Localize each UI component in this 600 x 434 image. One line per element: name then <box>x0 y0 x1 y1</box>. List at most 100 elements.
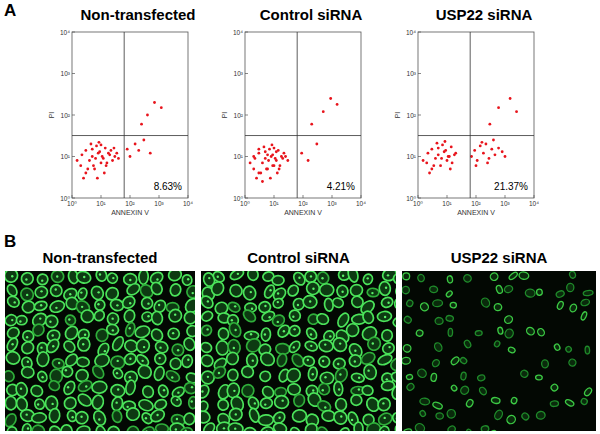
cell <box>406 382 416 391</box>
plot-area <box>245 32 361 198</box>
quadrant-line-y <box>418 135 534 136</box>
cell-spot <box>322 360 324 362</box>
event-point <box>444 149 447 152</box>
cell <box>149 327 164 343</box>
event-point <box>307 159 310 162</box>
cell <box>105 323 120 337</box>
cell <box>459 385 470 396</box>
event-point <box>515 110 518 113</box>
cell <box>136 363 154 381</box>
cell <box>258 350 277 368</box>
cell-spot <box>25 278 27 280</box>
cell <box>184 311 195 324</box>
cell-spot <box>171 376 173 378</box>
cell-spot <box>201 390 203 392</box>
cell <box>337 426 351 431</box>
event-point <box>280 155 283 158</box>
image-background <box>5 271 195 431</box>
cell <box>481 425 489 431</box>
cell-spot <box>337 363 339 365</box>
event-point <box>264 157 267 160</box>
cell-spot <box>163 389 165 391</box>
cell-spot <box>85 385 87 387</box>
cell <box>287 308 302 323</box>
cell <box>354 422 363 431</box>
cell <box>22 423 32 431</box>
x-tick-label: 10² <box>298 200 308 207</box>
cell-spot <box>218 372 220 374</box>
event-point <box>160 106 163 109</box>
event-point <box>497 147 500 150</box>
image-title: Control siRNA <box>247 249 350 266</box>
cell <box>393 295 396 312</box>
cell <box>462 273 472 283</box>
cell <box>92 409 108 427</box>
cell <box>141 384 155 399</box>
cell-spot <box>80 416 82 418</box>
event-point <box>479 145 482 148</box>
event-point <box>439 164 442 167</box>
event-point <box>276 172 279 175</box>
cell <box>89 284 105 301</box>
y-tick-label: 10¹ <box>234 153 244 160</box>
cell-spot <box>338 388 340 390</box>
event-point <box>261 162 264 165</box>
y-axis-label: PI <box>48 112 55 119</box>
cell <box>503 284 513 293</box>
cell-spot <box>310 275 312 277</box>
cell-spot <box>39 317 41 319</box>
event-point <box>134 143 137 146</box>
cell <box>21 366 34 378</box>
event-point <box>82 177 85 180</box>
quadrant-line-x <box>470 32 471 198</box>
cell <box>583 290 593 296</box>
cell <box>536 289 542 296</box>
cell <box>228 422 244 431</box>
cell-spot <box>112 277 114 279</box>
cell <box>431 358 441 368</box>
x-tick <box>159 195 160 198</box>
y-tick-label: 10² <box>234 112 244 119</box>
y-tick <box>245 115 248 116</box>
cell <box>261 328 271 342</box>
cell <box>164 368 181 383</box>
cell <box>391 411 396 426</box>
background <box>0 0 600 434</box>
event-point <box>90 143 93 146</box>
cell <box>450 356 460 366</box>
cell <box>211 364 228 380</box>
event-point <box>146 114 149 117</box>
cell <box>201 383 211 400</box>
event-point <box>476 159 479 162</box>
cell <box>564 398 574 407</box>
cell <box>465 398 474 408</box>
cell <box>276 353 288 368</box>
event-point <box>427 152 430 155</box>
event-point <box>268 148 271 151</box>
cell-spot <box>40 304 42 306</box>
cell <box>75 271 92 285</box>
cell-spot <box>177 391 179 393</box>
cell <box>149 407 167 424</box>
cell-spot <box>233 390 235 392</box>
cell <box>31 424 46 431</box>
cell <box>49 271 66 285</box>
y-tick <box>72 115 75 116</box>
cell <box>5 283 19 298</box>
image-background <box>402 271 596 431</box>
y-tick <box>72 32 75 33</box>
cell-spot <box>129 327 131 329</box>
cell <box>125 281 142 297</box>
cell-spot <box>354 349 356 351</box>
cell-spot <box>84 334 86 336</box>
cell-spot <box>233 347 235 349</box>
cell <box>5 350 21 366</box>
cell-spot <box>129 279 131 281</box>
event-point <box>91 155 94 158</box>
event-point <box>107 152 110 155</box>
cell-spot <box>190 400 192 402</box>
cell <box>272 275 284 285</box>
cell <box>182 274 193 286</box>
event-point <box>450 146 453 149</box>
cell <box>201 309 214 322</box>
